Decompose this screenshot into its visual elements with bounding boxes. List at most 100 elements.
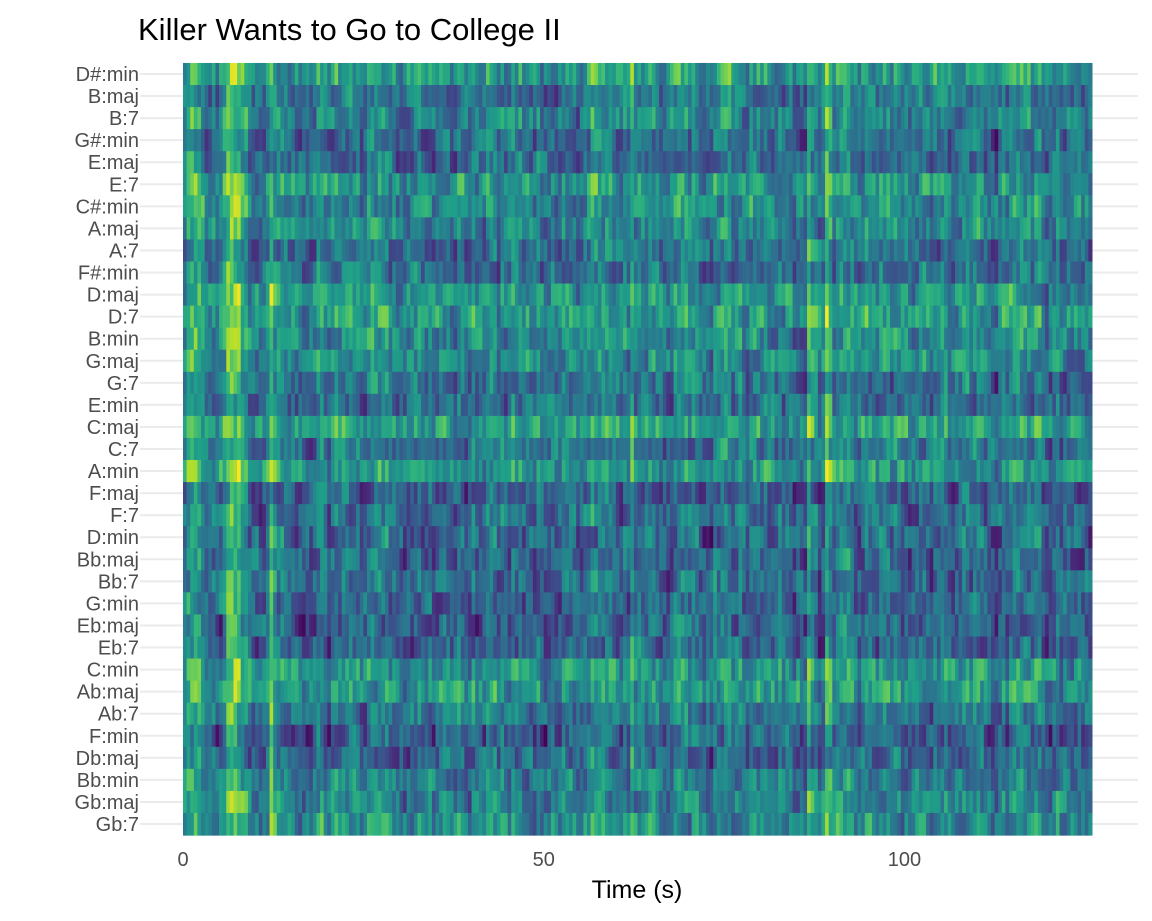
heatmap-cell bbox=[648, 85, 653, 108]
heatmap-cell bbox=[1045, 415, 1050, 439]
heatmap-cell bbox=[590, 393, 595, 417]
heatmap-cell bbox=[273, 327, 278, 351]
heatmap-cell bbox=[612, 107, 617, 130]
heatmap-cell bbox=[944, 261, 949, 285]
heatmap-cell bbox=[608, 437, 613, 461]
heatmap-cell bbox=[320, 482, 325, 505]
heatmap-cell bbox=[341, 173, 346, 196]
heatmap-cell bbox=[352, 371, 357, 395]
heatmap-cell bbox=[900, 261, 905, 285]
heatmap-cell bbox=[334, 107, 339, 130]
heatmap-cell bbox=[410, 62, 415, 86]
heatmap-cell bbox=[442, 305, 447, 329]
heatmap-cell bbox=[547, 349, 552, 373]
heatmap-cell bbox=[821, 460, 826, 483]
heatmap-cell bbox=[486, 482, 491, 505]
heatmap-cell bbox=[857, 393, 862, 417]
heatmap-cell bbox=[601, 62, 606, 86]
heatmap-cell bbox=[201, 217, 206, 241]
heatmap-cell bbox=[193, 349, 198, 373]
heatmap-cell bbox=[1048, 393, 1053, 417]
heatmap-cell bbox=[637, 283, 642, 307]
heatmap-cell bbox=[410, 173, 415, 196]
heatmap-cell bbox=[626, 129, 631, 152]
heatmap-cell bbox=[507, 305, 512, 329]
heatmap-cell bbox=[1030, 393, 1035, 417]
heatmap-cell bbox=[738, 62, 743, 86]
heatmap-cell bbox=[183, 371, 188, 395]
heatmap-cell bbox=[835, 371, 840, 395]
heatmap-cell bbox=[410, 239, 415, 263]
heatmap-cell bbox=[1073, 327, 1079, 351]
heatmap-cell bbox=[680, 393, 685, 417]
heatmap-cell bbox=[211, 305, 216, 329]
heatmap-cell bbox=[633, 129, 638, 152]
heatmap-cell bbox=[193, 393, 198, 417]
heatmap-cell bbox=[1001, 107, 1006, 130]
heatmap-cell bbox=[576, 349, 581, 373]
heatmap-cell bbox=[832, 217, 837, 241]
heatmap-cell bbox=[940, 107, 945, 130]
heatmap-cell bbox=[1016, 217, 1021, 241]
heatmap-cell bbox=[760, 195, 765, 218]
heatmap-cell bbox=[291, 107, 296, 130]
heatmap-cell bbox=[514, 151, 519, 174]
heatmap-cell bbox=[835, 393, 840, 417]
heatmap-cell bbox=[911, 195, 916, 218]
heatmap-cell bbox=[1037, 393, 1042, 417]
heatmap-cell bbox=[471, 349, 476, 373]
heatmap-cell bbox=[211, 393, 216, 417]
heatmap-cell bbox=[211, 173, 216, 196]
heatmap-cell bbox=[724, 217, 729, 241]
heatmap-cell bbox=[716, 85, 721, 108]
heatmap-cell bbox=[835, 62, 840, 86]
heatmap-cell bbox=[879, 349, 884, 373]
heatmap-cell bbox=[529, 107, 534, 130]
heatmap-cell bbox=[619, 371, 624, 395]
heatmap-cell bbox=[276, 195, 281, 218]
heatmap-cell bbox=[583, 371, 588, 395]
heatmap-cell bbox=[529, 437, 534, 461]
heatmap-cell bbox=[258, 482, 263, 505]
heatmap-cell bbox=[183, 349, 188, 373]
heatmap-cell bbox=[807, 62, 812, 86]
heatmap-cell bbox=[828, 415, 833, 439]
heatmap-cell bbox=[294, 85, 299, 108]
heatmap-cell bbox=[460, 217, 465, 241]
heatmap-cell bbox=[724, 393, 729, 417]
heatmap-cell bbox=[493, 327, 498, 351]
heatmap-cell bbox=[976, 151, 981, 174]
heatmap-cell bbox=[294, 415, 299, 439]
heatmap-cell bbox=[897, 415, 902, 439]
heatmap-cell bbox=[1019, 393, 1024, 417]
heatmap-cell bbox=[871, 415, 877, 439]
heatmap-cell bbox=[475, 107, 480, 130]
heatmap-cell bbox=[936, 151, 941, 174]
heatmap-cell bbox=[720, 327, 725, 351]
heatmap-cell bbox=[1001, 151, 1006, 174]
heatmap-cell bbox=[269, 239, 274, 263]
heatmap-cell bbox=[449, 217, 455, 241]
heatmap-cell bbox=[633, 460, 638, 483]
heatmap-cell bbox=[706, 415, 711, 439]
heatmap-cell bbox=[1066, 129, 1071, 152]
heatmap-cell bbox=[413, 437, 418, 461]
heatmap-cell bbox=[940, 217, 945, 241]
heatmap-cell bbox=[709, 173, 714, 196]
heatmap-cell bbox=[449, 305, 455, 329]
heatmap-cell bbox=[648, 393, 653, 417]
heatmap-cell bbox=[814, 173, 819, 196]
heatmap-cell bbox=[590, 173, 595, 196]
heatmap-cell bbox=[1012, 239, 1017, 263]
heatmap-cell bbox=[752, 261, 758, 285]
heatmap-cell bbox=[413, 371, 418, 395]
heatmap-cell bbox=[615, 283, 620, 307]
heatmap-cell bbox=[514, 173, 519, 196]
heatmap-cell bbox=[792, 217, 797, 241]
heatmap-cell bbox=[792, 437, 797, 461]
heatmap-cell bbox=[1052, 327, 1057, 351]
heatmap-cell bbox=[547, 371, 552, 395]
heatmap-cell bbox=[980, 460, 985, 483]
heatmap-cell bbox=[951, 305, 956, 329]
heatmap-cell bbox=[929, 62, 934, 86]
